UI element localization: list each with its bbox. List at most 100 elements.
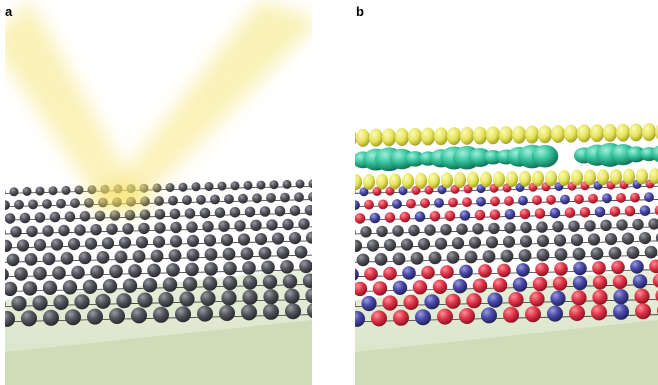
atom bbox=[437, 308, 453, 325]
atom bbox=[408, 224, 420, 237]
atom bbox=[489, 209, 501, 220]
density-lobe bbox=[363, 173, 375, 190]
atom bbox=[519, 235, 533, 248]
atom bbox=[634, 288, 650, 304]
atom bbox=[9, 187, 19, 197]
panel-a bbox=[5, 0, 345, 385]
atom bbox=[214, 207, 226, 218]
atom bbox=[613, 303, 629, 320]
panel-label: b bbox=[356, 4, 364, 19]
atom bbox=[568, 220, 580, 232]
atom bbox=[320, 205, 331, 216]
atom bbox=[459, 210, 471, 221]
atom bbox=[204, 182, 214, 191]
density-lobe bbox=[584, 169, 596, 186]
atom bbox=[504, 196, 514, 206]
atom bbox=[316, 241, 328, 253]
atom bbox=[432, 279, 448, 294]
atom bbox=[574, 194, 584, 205]
atom bbox=[336, 201, 346, 211]
atom bbox=[197, 305, 213, 322]
atom bbox=[10, 226, 22, 238]
atom bbox=[240, 247, 254, 260]
atom bbox=[254, 233, 268, 246]
substrate-face bbox=[5, 320, 312, 385]
atom bbox=[5, 213, 16, 224]
atom bbox=[327, 312, 343, 328]
atom bbox=[178, 182, 188, 192]
density-lobe bbox=[532, 170, 544, 187]
atom bbox=[339, 254, 352, 267]
atom bbox=[335, 179, 344, 188]
atom bbox=[392, 252, 406, 266]
atom bbox=[630, 192, 640, 203]
atom bbox=[165, 183, 175, 192]
atom bbox=[14, 199, 24, 210]
atom bbox=[50, 238, 64, 251]
atom bbox=[70, 198, 80, 209]
atom bbox=[655, 289, 658, 302]
atom bbox=[282, 218, 294, 231]
atom bbox=[263, 303, 279, 320]
density-lobe bbox=[629, 123, 643, 142]
atom bbox=[608, 246, 622, 260]
atom bbox=[238, 193, 248, 204]
density-lobe bbox=[428, 172, 440, 189]
atom bbox=[166, 263, 180, 277]
atom bbox=[434, 198, 444, 208]
atom bbox=[299, 259, 312, 274]
atom bbox=[482, 250, 496, 263]
atom bbox=[32, 295, 48, 311]
atom bbox=[554, 248, 568, 261]
atom bbox=[340, 214, 351, 225]
atom bbox=[154, 222, 166, 234]
atom bbox=[512, 277, 528, 292]
atom bbox=[520, 221, 532, 234]
atom bbox=[464, 250, 478, 264]
atom bbox=[547, 305, 563, 322]
atom bbox=[553, 234, 567, 247]
atom bbox=[403, 294, 419, 310]
atom bbox=[322, 192, 332, 202]
atom bbox=[90, 224, 102, 236]
atom bbox=[114, 250, 128, 264]
atom bbox=[554, 262, 568, 276]
atom bbox=[382, 295, 398, 311]
atom bbox=[655, 233, 658, 243]
density-lobe bbox=[512, 125, 526, 144]
incident-beam bbox=[5, 0, 140, 205]
atom bbox=[186, 221, 198, 233]
atom bbox=[398, 186, 408, 196]
density-lobe bbox=[655, 124, 658, 140]
atom bbox=[282, 274, 298, 289]
atom bbox=[361, 295, 377, 312]
atom bbox=[218, 220, 230, 232]
atom bbox=[147, 263, 161, 278]
density-lobe bbox=[356, 128, 370, 147]
atom bbox=[314, 218, 325, 229]
atom bbox=[35, 186, 45, 196]
atom bbox=[415, 309, 431, 326]
atom bbox=[329, 302, 345, 318]
density-lobe bbox=[460, 126, 474, 145]
atom bbox=[222, 247, 236, 261]
atom bbox=[602, 193, 612, 204]
atom bbox=[546, 194, 556, 205]
atom bbox=[179, 291, 195, 307]
atom bbox=[298, 218, 310, 230]
atom bbox=[616, 193, 626, 203]
density-lobe bbox=[415, 172, 427, 189]
atom bbox=[158, 292, 174, 308]
atom bbox=[355, 190, 356, 195]
density-lobe bbox=[441, 172, 453, 189]
density-lobe bbox=[590, 124, 604, 143]
atom bbox=[26, 225, 38, 238]
atom bbox=[109, 210, 121, 221]
atom bbox=[220, 233, 234, 247]
atom bbox=[304, 205, 312, 216]
atom bbox=[445, 293, 461, 309]
atom bbox=[266, 193, 276, 203]
atom bbox=[95, 293, 111, 309]
atom bbox=[372, 281, 388, 296]
atom bbox=[323, 231, 335, 243]
